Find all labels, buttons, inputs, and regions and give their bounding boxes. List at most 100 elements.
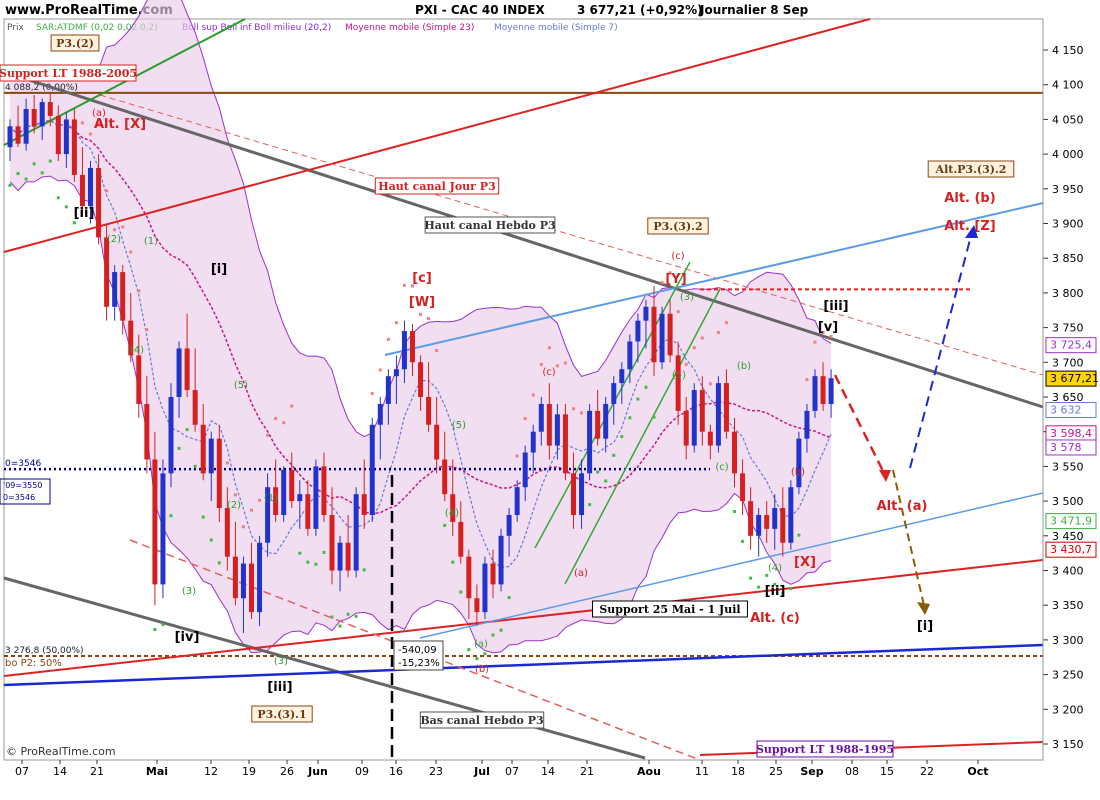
sar-dot [620, 435, 624, 439]
projection-red [833, 374, 887, 476]
candles [7, 93, 834, 633]
candle-body [329, 514, 335, 571]
x-tick-label: 15 [880, 765, 894, 778]
wave-label: [W] [409, 295, 435, 310]
sar-dot [628, 416, 632, 420]
candle-body [31, 108, 37, 127]
sar-dot [572, 407, 575, 411]
label-box [251, 705, 313, 723]
wave-label: [v] [818, 320, 838, 335]
measure-text: -540,09 [398, 645, 437, 656]
y-tick-label: 3 750 [1052, 322, 1084, 335]
projection-brown [892, 469, 926, 611]
sar-dot [499, 628, 503, 632]
x-tick-label: 21 [580, 765, 594, 778]
candle-body [530, 431, 536, 453]
candle-body [208, 438, 214, 474]
candle-body [828, 378, 834, 404]
level-label: 0=3546 [3, 493, 35, 502]
wave-label: [iv] [175, 630, 200, 645]
candle-body [71, 119, 77, 175]
wave-label: (4) [768, 563, 782, 574]
candle-body [772, 508, 778, 529]
green-trend [564, 288, 721, 585]
candle-body [434, 424, 440, 460]
candle-body [216, 438, 222, 509]
x-tick-label: Aou [637, 765, 661, 778]
candle-body [265, 487, 271, 543]
sar-dot [177, 446, 181, 450]
wave-label: (a) [574, 568, 588, 579]
sar-dot [773, 582, 777, 586]
candle-body [691, 390, 697, 446]
wave-label: (3) [274, 656, 288, 667]
trend-lines: 4 088,2 (0,00%) 3 276,8 (50,00%) 0=3546 '09… [0, 18, 1044, 761]
sar-dot [290, 404, 294, 408]
candle-body [699, 390, 705, 432]
price-tag-label: 3 430,7 [1050, 543, 1092, 556]
sar-dot [668, 271, 672, 275]
candle-body [232, 556, 238, 599]
candle-body [522, 452, 528, 488]
sar-dot [322, 550, 326, 554]
label-box-text: Alt.P3.(3).2 [935, 163, 1007, 176]
sar-dot [821, 330, 825, 334]
label-box-text: Support LT 1988-1995 [756, 743, 894, 756]
y-tick-label: 3 450 [1052, 530, 1084, 543]
legend-item: SAR:ATDMF (0,02 0,02 0,2) [36, 23, 158, 33]
candle-body [627, 341, 633, 370]
x-tick-label: 12 [204, 765, 218, 778]
candle-body [490, 563, 496, 585]
sar-dot [829, 335, 833, 339]
candle-body [562, 414, 568, 474]
wave-label: (5) [452, 420, 466, 431]
sar-dot [684, 362, 688, 366]
wave-label: (b) [791, 467, 805, 478]
sar-dot [97, 122, 101, 126]
candle-body [63, 119, 69, 155]
candle-body [643, 306, 649, 321]
candle-body [812, 376, 818, 411]
candle-body [474, 598, 480, 613]
candle-body [571, 473, 576, 515]
sar-dot [40, 171, 44, 175]
candle-body [401, 331, 407, 370]
candle-body [200, 424, 206, 474]
candle-body [249, 563, 254, 613]
candle-body [120, 272, 126, 321]
label-box-text: Support LT 1988-2005 [0, 67, 137, 80]
sar-dot [225, 461, 229, 465]
candle-body [426, 397, 432, 425]
y-tick-label: 3 900 [1052, 218, 1084, 231]
sar-dot [161, 623, 165, 627]
sar-dot [419, 312, 423, 316]
green-trend [534, 261, 691, 549]
sar-dot [604, 479, 608, 483]
wave-label: (3) [680, 292, 694, 303]
candle-body [313, 466, 319, 529]
wave-label: (a) [474, 639, 488, 650]
sar-dot [169, 514, 173, 518]
label-box-text: P3.(2) [56, 37, 94, 50]
sar-dot [378, 368, 382, 372]
y-tick-label: 3 850 [1052, 252, 1084, 265]
x-tick-label: 14 [541, 765, 555, 778]
price-tag-label: 3 598,4 [1050, 427, 1092, 440]
candle-body [39, 102, 45, 127]
candle-body [659, 313, 665, 363]
sar-dot [435, 349, 439, 353]
y-tick-label: 3 500 [1052, 495, 1084, 508]
label-box [374, 177, 500, 195]
site-url[interactable]: www.ProRealTime.com [5, 3, 173, 18]
price-tag-label: 3 632 [1050, 403, 1082, 416]
wave-label: (5) [234, 380, 248, 391]
sar-dot [749, 576, 753, 580]
candle-body [257, 542, 263, 613]
candle-body [450, 494, 456, 522]
sar-dot [24, 177, 28, 181]
hebdo-high-line [3, 70, 1044, 409]
projection-blue [909, 231, 973, 469]
candle-body [651, 306, 657, 363]
sar-dot [660, 280, 664, 284]
price-tags: 3 725,4 3 677,21 3 632 3 598,43 578 3 471,9 3… [1045, 337, 1099, 558]
